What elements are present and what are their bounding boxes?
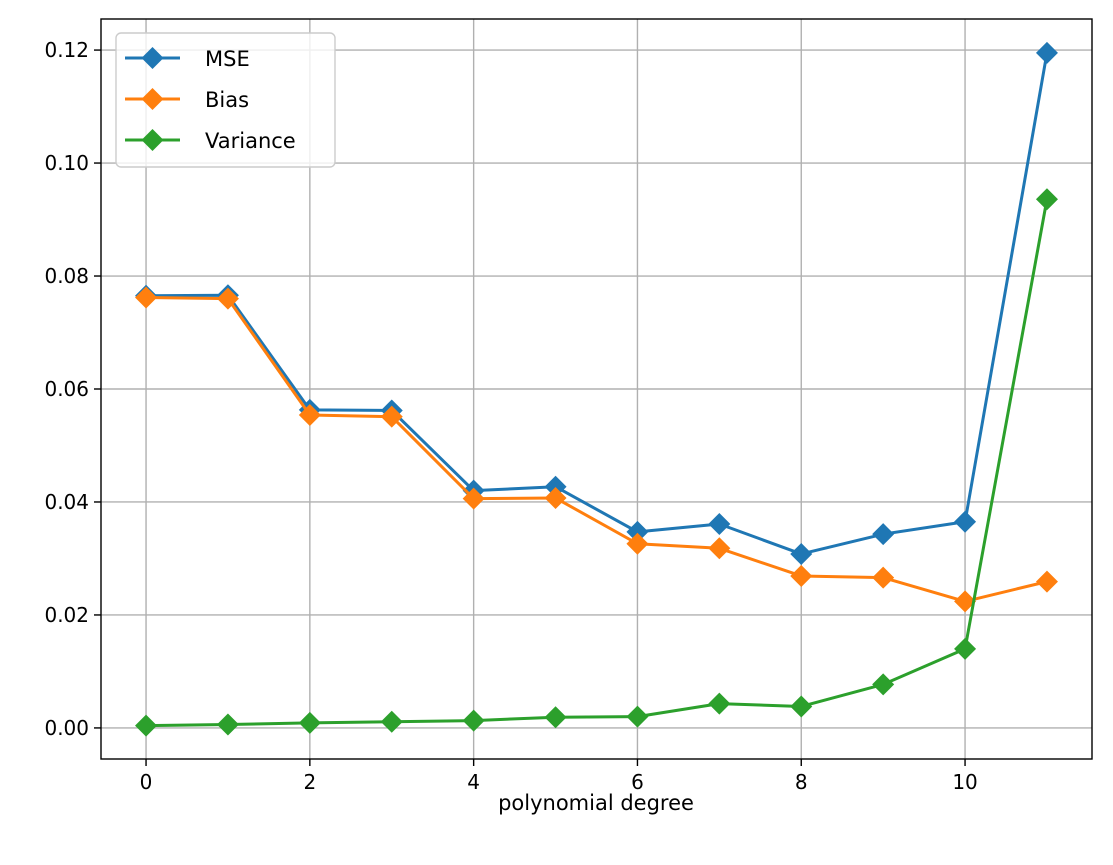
mse-point bbox=[872, 523, 895, 546]
x-tick-label: 4 bbox=[467, 770, 480, 794]
x-axis-title: polynomial degree bbox=[498, 791, 694, 815]
mse-point bbox=[1035, 41, 1058, 64]
bias-point bbox=[872, 566, 895, 589]
mse-point bbox=[708, 513, 731, 536]
bias-point bbox=[1035, 570, 1058, 593]
grid bbox=[101, 19, 1092, 759]
plot-series bbox=[135, 41, 1058, 737]
legend: MSE Bias Variance bbox=[115, 32, 336, 168]
variance-point bbox=[135, 714, 158, 737]
bias-line bbox=[146, 295, 1048, 603]
bias-point bbox=[462, 487, 485, 510]
variance-point bbox=[954, 637, 977, 660]
bias-point bbox=[216, 287, 239, 310]
x-tick-label: 0 bbox=[140, 770, 153, 794]
mse-line bbox=[146, 52, 1049, 556]
variance-point bbox=[626, 705, 649, 728]
y-tick-label: 0.04 bbox=[44, 490, 89, 514]
y-tick-label: 0.12 bbox=[44, 38, 89, 62]
variance-line bbox=[146, 198, 1049, 728]
mse-point bbox=[790, 542, 813, 565]
bias-point bbox=[544, 487, 567, 510]
bias-point bbox=[790, 564, 813, 587]
x-tick-label: 6 bbox=[631, 770, 644, 794]
y-tick-label: 0.00 bbox=[44, 716, 89, 740]
x-tick-label: 2 bbox=[303, 770, 316, 794]
variance-point bbox=[298, 711, 321, 734]
variance-point bbox=[380, 710, 403, 733]
y-tick-label: 0.06 bbox=[44, 377, 89, 401]
bias-point bbox=[954, 590, 977, 613]
variance-point bbox=[462, 709, 485, 732]
legend-entry-variance: Variance bbox=[125, 129, 296, 153]
variance-point bbox=[790, 695, 813, 718]
legend-box bbox=[115, 32, 336, 168]
legend-entry-mse: MSE bbox=[125, 47, 250, 71]
bias-point bbox=[626, 532, 649, 555]
mse-point bbox=[626, 520, 649, 543]
mse-point bbox=[544, 475, 567, 498]
x-tick-label: 8 bbox=[795, 770, 808, 794]
y-tick-label: 0.02 bbox=[44, 603, 89, 627]
mse-point bbox=[954, 510, 977, 533]
legend-mse-label: MSE bbox=[205, 47, 250, 71]
bias-point bbox=[380, 405, 403, 428]
legend-mse-marker bbox=[141, 47, 164, 69]
bias-point bbox=[135, 286, 158, 309]
series-variance bbox=[135, 188, 1058, 737]
y-tick-label: 0.10 bbox=[44, 151, 89, 175]
variance-point bbox=[544, 706, 567, 729]
bias-point bbox=[708, 537, 731, 560]
legend-bias-marker bbox=[141, 88, 164, 110]
legend-variance-marker bbox=[141, 129, 164, 151]
x-tick-label: 10 bbox=[952, 770, 977, 794]
legend-bias-label: Bias bbox=[205, 88, 249, 112]
variance-point bbox=[708, 692, 731, 715]
legend-variance-label: Variance bbox=[205, 129, 296, 153]
y-tick-label: 0.08 bbox=[44, 264, 89, 288]
y-axis-ticks: 0.00 0.02 0.04 0.06 0.08 0.10 0.12 bbox=[44, 38, 101, 740]
variance-point bbox=[1035, 188, 1058, 211]
bias-point bbox=[298, 403, 321, 426]
variance-point bbox=[216, 713, 239, 736]
variance-point bbox=[872, 673, 895, 696]
x-axis-ticks: 0 2 4 6 8 10 bbox=[140, 759, 978, 794]
legend-entry-bias: Bias bbox=[125, 88, 249, 112]
series-bias bbox=[135, 286, 1058, 613]
